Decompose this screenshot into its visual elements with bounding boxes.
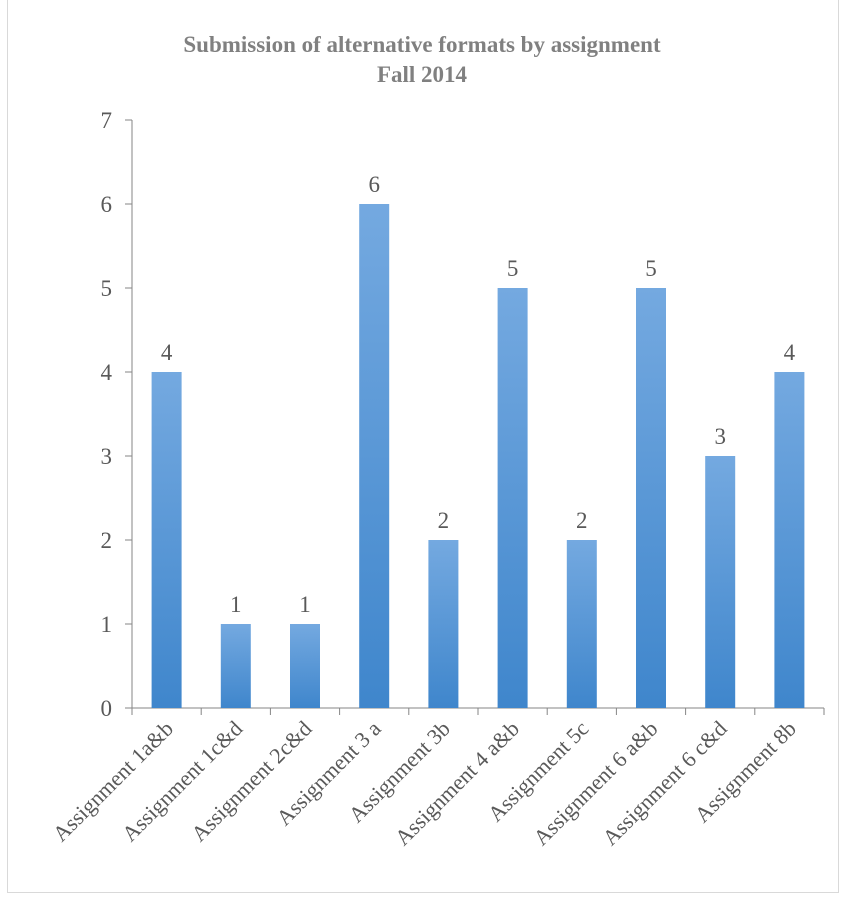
y-tick-label: 3	[101, 444, 113, 469]
bar	[636, 288, 666, 708]
data-label: 5	[507, 256, 519, 281]
category-label: Assignment 4 a&b	[390, 716, 524, 850]
x-axis	[131, 707, 825, 715]
data-labels: 4 1 1 6 2 5 2 5 3 4	[161, 172, 796, 617]
y-axis: 0 1 2 3 4 5 6 7	[101, 108, 133, 721]
y-tick-label: 0	[101, 696, 113, 721]
bar	[705, 456, 736, 708]
bar	[220, 624, 251, 708]
y-tick-label: 5	[101, 276, 113, 301]
data-label: 2	[576, 508, 588, 533]
category-label: Assignment 1a&b	[48, 716, 178, 846]
category-label: Assignment 6 c&d	[597, 716, 731, 850]
y-tick-label: 7	[101, 108, 113, 133]
chart-title-block: Submission of alternative formats by ass…	[0, 30, 844, 90]
bar	[566, 540, 597, 708]
category-label: Assignment 6 a&b	[528, 716, 662, 850]
bar	[774, 372, 805, 708]
data-label: 4	[784, 340, 796, 365]
bar	[151, 372, 182, 708]
bars	[151, 204, 805, 708]
y-tick-label: 4	[101, 360, 113, 385]
bar	[428, 540, 459, 708]
bar	[359, 204, 390, 708]
category-label: Assignment 2c&d	[186, 716, 316, 846]
data-label: 3	[714, 424, 726, 449]
data-label: 4	[161, 340, 173, 365]
data-label: 6	[368, 172, 380, 197]
chart-title: Submission of alternative formats by ass…	[183, 32, 661, 57]
data-label: 5	[645, 256, 657, 281]
data-label: 1	[299, 592, 311, 617]
bar	[290, 624, 320, 708]
chart-subtitle: Fall 2014	[376, 62, 468, 87]
y-tick-label: 1	[101, 612, 113, 637]
y-tick-label: 2	[101, 528, 113, 553]
data-label: 2	[438, 508, 450, 533]
y-tick-label: 6	[101, 192, 113, 217]
chart-frame	[7, 0, 839, 893]
bar	[497, 288, 528, 708]
category-label: Assignment 1c&d	[117, 716, 247, 846]
data-label: 1	[230, 592, 242, 617]
